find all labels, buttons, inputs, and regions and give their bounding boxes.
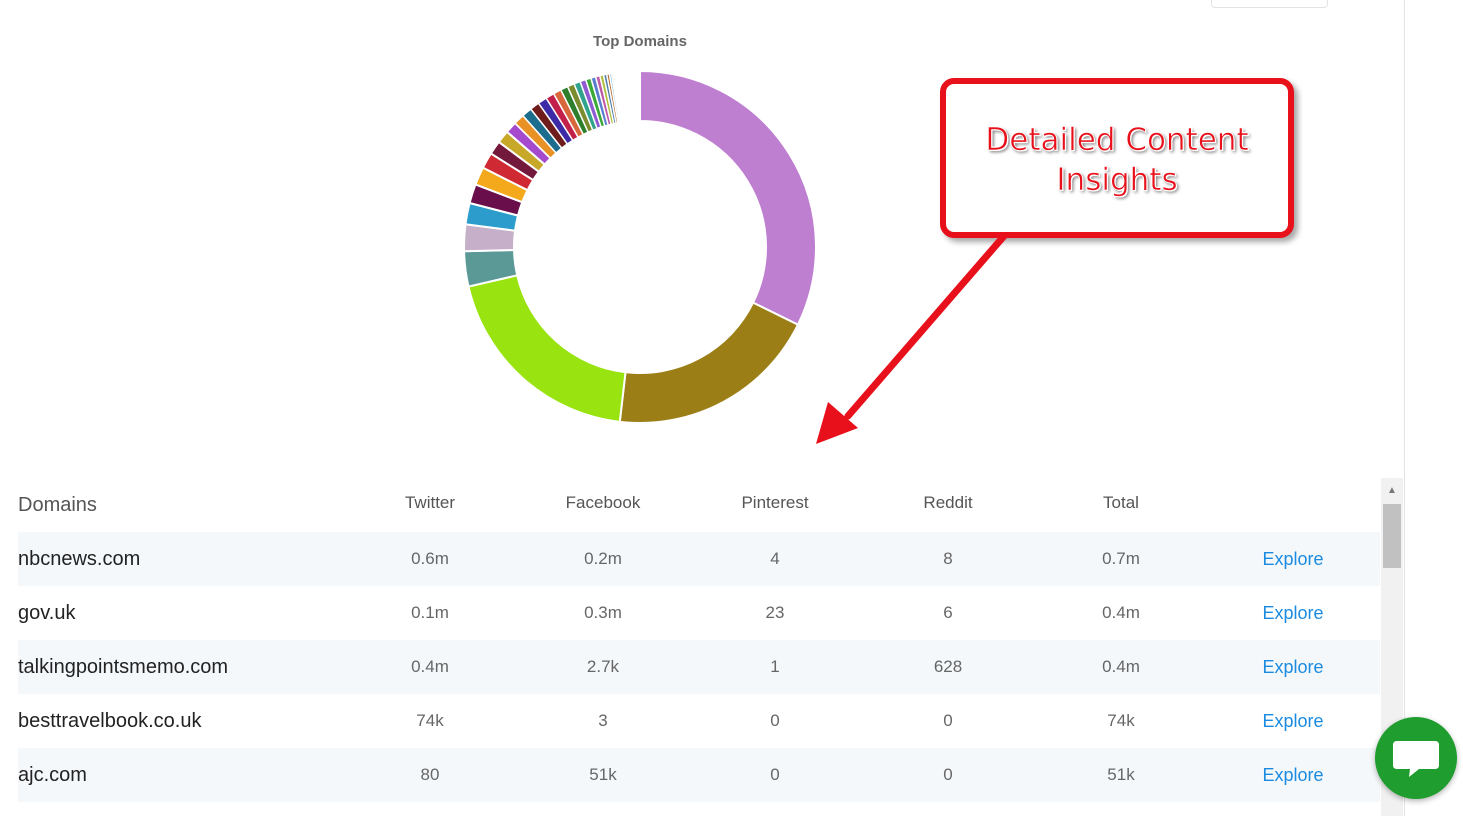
header-reddit[interactable]: Reddit xyxy=(923,493,973,512)
table-row: nbcnews.com 0.6m 0.2m 4 8 0.7m Explore xyxy=(18,532,1380,586)
pinterest-cell: 4 xyxy=(770,549,780,568)
callout-box: Detailed Content Insights xyxy=(940,78,1294,238)
reddit-cell: 8 xyxy=(943,549,953,568)
domain-cell: gov.uk xyxy=(18,602,76,624)
pinterest-cell: 0 xyxy=(770,765,780,784)
top-control-stub[interactable] xyxy=(1211,0,1328,8)
total-cell: 0.4m xyxy=(1102,603,1140,622)
twitter-cell: 74k xyxy=(416,711,444,730)
callout-text: Detailed Content Insights xyxy=(985,122,1249,199)
header-pinterest[interactable]: Pinterest xyxy=(741,493,809,512)
chart-title: Top Domains xyxy=(593,33,687,50)
reddit-cell: 0 xyxy=(943,765,953,784)
chat-button[interactable] xyxy=(1375,717,1457,799)
table-row: besttravelbook.co.uk 74k 3 0 0 74k Explo… xyxy=(18,694,1380,748)
reddit-cell: 0 xyxy=(943,711,953,730)
donut-chart xyxy=(463,69,817,424)
panel-divider xyxy=(1404,0,1405,816)
domain-cell: nbcnews.com xyxy=(18,548,141,570)
pinterest-cell: 0 xyxy=(770,711,780,730)
chat-bubble-icon xyxy=(1393,741,1439,777)
explore-link[interactable]: Explore xyxy=(1262,765,1324,785)
explore-link[interactable]: Explore xyxy=(1262,549,1324,569)
scrollbar-thumb[interactable] xyxy=(1383,504,1401,568)
total-cell: 74k xyxy=(1107,711,1135,730)
facebook-cell: 0.2m xyxy=(584,549,622,568)
header-twitter[interactable]: Twitter xyxy=(404,493,456,512)
table-header: Domains Twitter Facebook Pinterest Reddi… xyxy=(18,478,1380,532)
total-cell: 0.7m xyxy=(1102,549,1140,568)
pinterest-cell: 23 xyxy=(765,603,785,622)
twitter-cell: 80 xyxy=(420,765,440,784)
explore-link[interactable]: Explore xyxy=(1262,711,1324,731)
reddit-cell: 628 xyxy=(933,657,963,676)
facebook-cell: 0.3m xyxy=(584,603,622,622)
donut-slice[interactable] xyxy=(639,69,817,327)
domains-table: Domains Twitter Facebook Pinterest Reddi… xyxy=(18,478,1380,816)
facebook-cell: 2.7k xyxy=(586,657,620,676)
donut-slice[interactable] xyxy=(610,72,622,124)
table-row: ajc.com 80 51k 0 0 51k Explore xyxy=(18,748,1380,802)
arrow-shaft xyxy=(844,232,1008,420)
domain-cell: talkingpointsmemo.com xyxy=(18,656,229,678)
donut-slice[interactable] xyxy=(467,274,627,423)
reddit-cell: 6 xyxy=(943,603,953,622)
donut-slice[interactable] xyxy=(618,301,800,424)
total-cell: 51k xyxy=(1107,765,1135,784)
twitter-cell: 0.4m xyxy=(411,657,449,676)
total-cell: 0.4m xyxy=(1102,657,1140,676)
explore-link[interactable]: Explore xyxy=(1262,657,1324,677)
header-total[interactable]: Total xyxy=(1103,493,1139,512)
table-row: gov.uk 0.1m 0.3m 23 6 0.4m Explore xyxy=(18,586,1380,640)
explore-link[interactable]: Explore xyxy=(1262,603,1324,623)
facebook-cell: 51k xyxy=(589,765,617,784)
scroll-up-icon[interactable]: ▲ xyxy=(1387,485,1397,496)
header-domains[interactable]: Domains xyxy=(18,494,97,516)
domain-cell: besttravelbook.co.uk xyxy=(18,710,202,732)
twitter-cell: 0.1m xyxy=(411,603,449,622)
pinterest-cell: 1 xyxy=(770,657,780,676)
header-facebook[interactable]: Facebook xyxy=(565,493,641,512)
twitter-cell: 0.6m xyxy=(411,549,449,568)
facebook-cell: 3 xyxy=(598,711,608,730)
table-row: talkingpointsmemo.com 0.4m 2.7k 1 628 0.… xyxy=(18,640,1380,694)
domain-cell: ajc.com xyxy=(18,764,87,786)
